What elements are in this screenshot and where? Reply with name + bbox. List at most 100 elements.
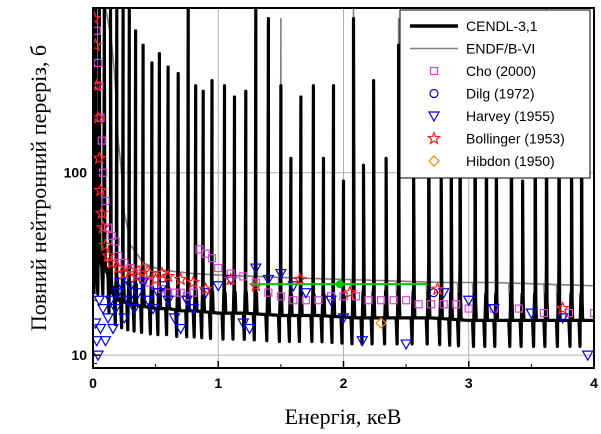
data-point <box>95 219 111 234</box>
data-point <box>154 265 170 280</box>
data-point <box>123 263 138 277</box>
x-tick-label: 4 <box>590 375 598 391</box>
data-point <box>364 296 373 305</box>
data-point <box>237 318 250 330</box>
data-point <box>324 295 337 307</box>
data-point <box>335 280 344 289</box>
data-point <box>103 223 113 232</box>
data-point <box>97 136 106 145</box>
legend-entry: ENDF/B-VI <box>466 41 535 57</box>
data-point <box>264 288 273 297</box>
data-point <box>93 77 105 93</box>
x-tick-label: 2 <box>340 375 348 391</box>
data-point <box>124 281 137 293</box>
data-point <box>195 245 204 254</box>
legend-entry: Harvey (1955) <box>466 108 555 124</box>
data-point <box>102 313 115 325</box>
legend: CENDL-3,1 ENDF/B-VI Cho (2000) Dilg (1972) H… <box>399 9 591 179</box>
data-point <box>581 350 594 362</box>
data-point <box>93 37 103 52</box>
data-point <box>132 288 145 299</box>
data-point <box>274 268 287 280</box>
data-point <box>185 274 201 289</box>
data-point <box>589 308 594 318</box>
data-point <box>98 237 113 252</box>
data-point <box>129 268 145 283</box>
data-point <box>100 248 116 263</box>
data-point <box>525 308 538 320</box>
data-point <box>539 308 549 318</box>
data-point <box>212 281 225 293</box>
data-point <box>152 288 165 299</box>
series-line-cendl <box>93 8 594 348</box>
data-point <box>439 300 448 309</box>
data-point <box>104 255 120 270</box>
legend-box <box>399 9 591 179</box>
data-point <box>93 336 103 347</box>
data-point <box>427 300 436 309</box>
data-point <box>111 237 120 246</box>
data-point <box>249 263 262 275</box>
data-point <box>142 265 157 280</box>
x-tick-label: 0 <box>89 375 97 391</box>
x-tick-label: 3 <box>465 375 473 391</box>
legend-marker <box>428 155 440 167</box>
legend-entry: CENDL-3,1 <box>466 18 538 34</box>
y-tick-label: 100 <box>64 165 88 181</box>
data-point <box>556 313 569 325</box>
data-point <box>214 263 223 273</box>
data-point <box>356 336 369 347</box>
data-point <box>160 268 176 283</box>
data-point <box>142 295 155 307</box>
data-point <box>101 196 110 206</box>
legend-entry: Dilg (1972) <box>466 86 534 102</box>
data-point <box>375 317 387 329</box>
data-point <box>99 336 112 347</box>
data-point <box>97 303 110 315</box>
data-point <box>342 284 358 299</box>
data-point <box>389 296 398 305</box>
data-point <box>514 304 523 313</box>
data-point <box>243 323 256 335</box>
data-point <box>157 281 170 293</box>
data-point <box>93 182 108 197</box>
data-point <box>299 288 312 299</box>
data-point <box>180 295 193 307</box>
data-point <box>104 295 117 307</box>
legend-marker <box>429 66 439 76</box>
data-point <box>109 303 122 315</box>
data-point <box>430 281 445 296</box>
data-point <box>287 281 300 293</box>
data-point <box>189 288 198 297</box>
data-point <box>198 281 214 296</box>
data-point <box>170 288 179 297</box>
legend-entry: Cho (2000) <box>466 63 536 79</box>
data-point <box>122 295 135 307</box>
axis-ticks: 0 1 2 3 4 10 100 <box>64 7 598 391</box>
data-point <box>128 303 141 315</box>
legend-entry: Hibdon (1950) <box>466 153 555 169</box>
x-tick-label: 1 <box>214 375 222 391</box>
data-point <box>173 271 189 286</box>
x-axis-title: Енергія, кеВ <box>285 404 402 429</box>
data-point <box>135 260 151 275</box>
data-point <box>555 300 571 315</box>
legend-marker <box>427 111 441 123</box>
data-point <box>239 272 248 281</box>
data-point <box>207 254 217 263</box>
data-point <box>162 295 175 307</box>
data-point <box>118 313 131 325</box>
data-point <box>113 251 123 260</box>
data-point <box>112 288 125 299</box>
data-point <box>337 313 350 325</box>
data-point <box>201 249 210 258</box>
data-point <box>93 295 106 307</box>
data-point <box>107 323 120 335</box>
y-tick-label: 10 <box>71 347 87 363</box>
legend-marker <box>429 88 439 99</box>
data-point <box>400 339 413 351</box>
data-point <box>402 296 411 305</box>
data-point <box>94 205 110 220</box>
data-point <box>137 277 150 289</box>
